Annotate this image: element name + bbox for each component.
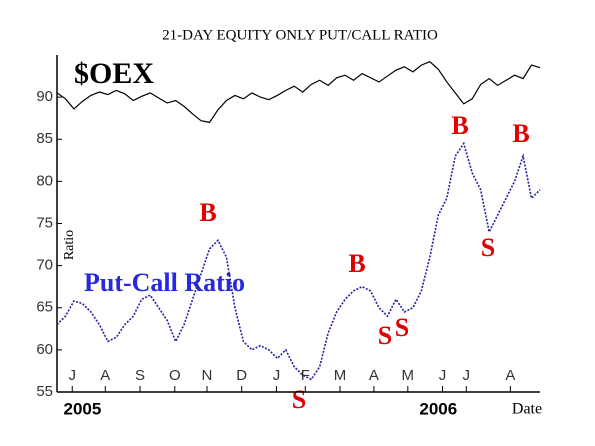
x-tick-label: M	[334, 367, 347, 384]
y-tick-label: 60	[36, 341, 53, 358]
x-tick-label: A	[100, 367, 110, 384]
annotation: S	[378, 321, 392, 350]
annotation: B	[451, 111, 468, 140]
x-tick-label: D	[236, 367, 247, 384]
year-label: 2005	[64, 399, 102, 418]
x-tick-label: O	[169, 367, 181, 384]
annotation: S	[395, 313, 409, 342]
x-axis-label: Date	[512, 401, 542, 418]
x-tick-label: J	[273, 367, 281, 384]
series-label: $OEX	[74, 57, 154, 90]
x-tick-label: F	[301, 367, 310, 384]
x-tick-label: J	[69, 367, 77, 384]
y-tick-label: 65	[36, 299, 53, 316]
annotation: B	[348, 249, 365, 278]
series-line	[56, 141, 541, 381]
x-tick-label: S	[135, 367, 145, 384]
year-label: 2006	[419, 399, 457, 418]
y-tick-label: 70	[36, 257, 53, 274]
y-tick-label: 90	[36, 88, 53, 105]
y-tick-label: 55	[36, 383, 53, 400]
y-axis-label: Ratio	[62, 230, 77, 260]
chart-title: 21-DAY EQUITY ONLY PUT/CALL RATIO	[162, 27, 438, 43]
annotation: S	[292, 385, 306, 414]
x-tick-label: N	[202, 367, 213, 384]
y-tick-label: 75	[36, 214, 53, 231]
series-line	[56, 61, 541, 124]
x-tick-label: J	[439, 367, 447, 384]
x-tick-label: M	[402, 367, 415, 384]
y-tick-label: 85	[36, 130, 53, 147]
annotation: S	[481, 233, 495, 262]
series-label: Put-Call Ratio	[84, 268, 245, 297]
x-tick-label: J	[463, 367, 471, 384]
annotation: B	[199, 198, 216, 227]
x-tick-label: A	[369, 367, 379, 384]
annotation: B	[512, 119, 529, 148]
x-tick-label: A	[505, 367, 515, 384]
y-tick-label: 80	[36, 172, 53, 189]
